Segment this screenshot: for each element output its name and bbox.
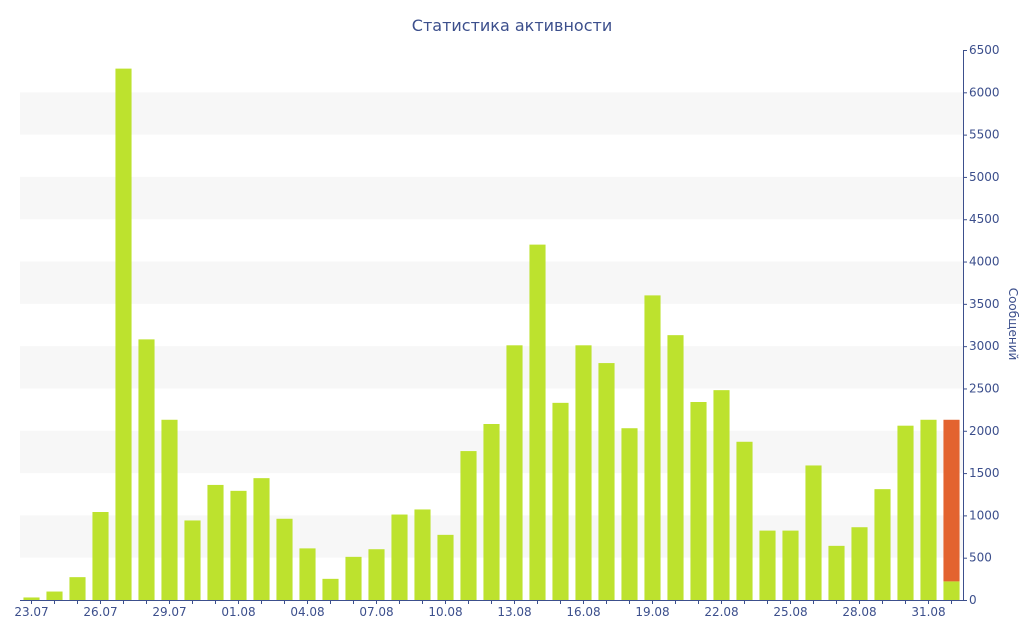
y-tick-label: 1000	[969, 508, 1000, 522]
bar-current	[943, 419, 960, 582]
x-tick-label: 01.08	[221, 605, 255, 619]
bar	[46, 591, 63, 600]
bar	[828, 545, 845, 600]
bar	[184, 520, 201, 600]
bar	[460, 451, 477, 600]
bar	[943, 581, 960, 600]
x-tick-label: 28.08	[842, 605, 876, 619]
bar	[368, 549, 385, 600]
y-tick-label: 1500	[969, 466, 1000, 480]
y-tick-label: 6000	[969, 85, 1000, 99]
bar	[138, 339, 155, 600]
grid-band	[20, 261, 963, 304]
x-axis: 23.07 26.07 29.07 01.08 04.08 07.08 10.08 13.08…	[14, 600, 963, 619]
y-tick-label: 2000	[969, 424, 1000, 438]
grid-band	[20, 346, 963, 389]
x-tick-label: 26.07	[83, 605, 117, 619]
y-tick-label: 3000	[969, 339, 1000, 353]
bar	[207, 484, 224, 600]
bar	[506, 345, 523, 600]
bar	[322, 578, 339, 600]
x-tick-label: 10.08	[428, 605, 462, 619]
x-tick-label: 25.08	[773, 605, 807, 619]
bar	[690, 402, 707, 600]
x-tick-label: 23.07	[14, 605, 48, 619]
y-tick-label: 5000	[969, 170, 1000, 184]
bar	[345, 556, 362, 600]
bar	[299, 548, 316, 600]
bar	[736, 441, 753, 600]
bar	[529, 244, 546, 600]
bar	[759, 530, 776, 600]
y-tick-label: 5500	[969, 128, 1000, 142]
bar	[920, 419, 937, 600]
bar	[391, 514, 408, 600]
bar	[276, 518, 293, 600]
x-tick-label: 31.08	[911, 605, 945, 619]
bar	[69, 577, 86, 600]
bar	[598, 363, 615, 600]
y-tick-label: 4500	[969, 212, 1000, 226]
y-tick-label: 0	[969, 593, 977, 607]
bar	[230, 490, 247, 600]
y-tick-label: 3500	[969, 297, 1000, 311]
bar	[897, 425, 914, 600]
x-tick-label: 19.08	[635, 605, 669, 619]
bar	[253, 478, 270, 600]
bar	[23, 597, 40, 600]
bar	[437, 534, 454, 600]
grid-band	[20, 92, 963, 135]
bars-layer	[23, 68, 960, 601]
x-tick-label: 29.07	[152, 605, 186, 619]
bar	[782, 530, 799, 600]
bar	[667, 335, 684, 600]
bar	[713, 390, 730, 600]
x-tick-label: 22.08	[704, 605, 738, 619]
bar	[161, 419, 178, 600]
bar	[621, 428, 638, 600]
y-axis-title: Сообщений	[1006, 288, 1020, 361]
bar	[874, 489, 891, 600]
bar	[552, 402, 569, 600]
chart-title: Статистика активности	[412, 16, 612, 35]
bar	[644, 295, 661, 600]
bar	[483, 424, 500, 600]
x-tick-label: 04.08	[290, 605, 324, 619]
bar	[115, 68, 132, 601]
bar	[851, 527, 868, 600]
bar	[92, 512, 109, 600]
bar	[575, 345, 592, 600]
bar	[805, 465, 822, 600]
bar	[414, 509, 431, 600]
y-tick-label: 500	[969, 551, 992, 565]
y-tick-label: 2500	[969, 381, 1000, 395]
x-tick-label: 13.08	[497, 605, 531, 619]
grid-bands	[20, 92, 963, 558]
y-tick-label: 4000	[969, 255, 1000, 269]
x-tick-label: 16.08	[566, 605, 600, 619]
y-tick-label: 6500	[969, 43, 1000, 57]
y-axis: 0 500 1000 1500 2000 2500 3000 3500 4000 4500 5000…	[963, 43, 1000, 607]
x-tick-label: 07.08	[359, 605, 393, 619]
grid-band	[20, 176, 963, 220]
